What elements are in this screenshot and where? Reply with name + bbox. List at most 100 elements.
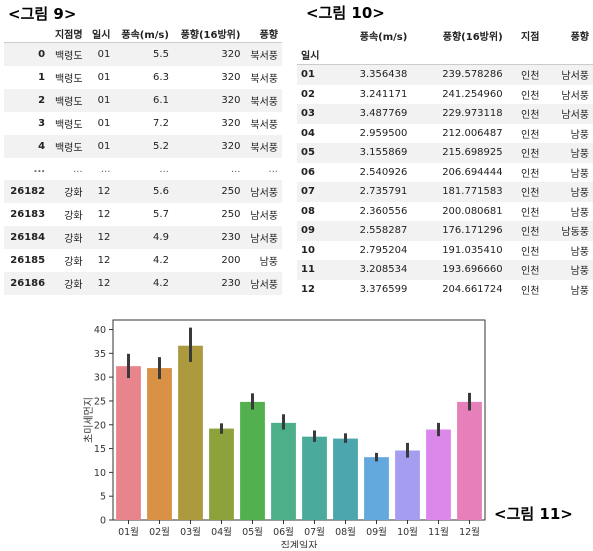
- table-cell: 백령도: [49, 89, 87, 112]
- column-header: 지점: [521, 31, 540, 43]
- table-cell: 남서풍: [244, 180, 282, 203]
- table-cell: 12: [86, 226, 115, 249]
- table-row: 26183 강화 12 5.7 250 남서풍: [4, 203, 282, 226]
- table-cell: 320: [172, 135, 245, 158]
- row-index-cell: 26185: [10, 255, 46, 266]
- figure-9-caption: <그림 9>: [8, 5, 77, 23]
- table-cell: 12: [86, 180, 115, 203]
- table-cell: 6.3: [153, 72, 169, 83]
- row-index-cell: 3: [38, 118, 46, 129]
- row-index-cell: ...: [33, 163, 46, 175]
- table-cell: 2.360556: [359, 205, 408, 217]
- table-cell: 01: [86, 89, 115, 112]
- table-cell: 인천: [506, 104, 544, 124]
- table-cell: 남풍: [570, 168, 589, 180]
- column-header: 일시: [86, 24, 115, 43]
- table-cell: 남서풍: [543, 64, 593, 85]
- y-tick-label: 20: [94, 420, 106, 431]
- y-axis-label: 초미세먼지: [83, 397, 95, 443]
- figure-10-caption: <그림 10>: [306, 4, 385, 22]
- row-index-cell: 03: [297, 104, 334, 124]
- bar: [364, 457, 389, 520]
- row-index-cell: 26183: [10, 209, 46, 220]
- table-cell: 강화: [49, 180, 87, 203]
- bar: [116, 366, 141, 520]
- table-cell: 2.735791: [333, 182, 412, 202]
- x-tick-label: 06월: [273, 526, 294, 538]
- row-index-cell: 4: [4, 135, 50, 158]
- table-cell: 320: [221, 72, 241, 83]
- x-axis-label: 집계일자: [281, 540, 318, 548]
- table-cell: 5.5: [114, 42, 173, 66]
- row-index-cell: 06: [301, 166, 315, 178]
- table-cell: 250: [221, 209, 241, 220]
- table-cell: 백령도: [54, 120, 83, 131]
- table-cell: 200.080681: [442, 205, 503, 217]
- x-tick-label: 03월: [180, 526, 201, 538]
- table-cell: 남풍: [543, 260, 593, 280]
- row-index-cell: 04: [301, 127, 315, 139]
- monthly-wind-table: 풍속(m/s) 풍향(16방위) 지점 풍향 일시 01 3.356438 239.578…: [297, 26, 593, 299]
- pm25-monthly-bar-chart: 0 5 10 15 20 25 30 35 40 01월 02월 03월 04월 05월 06월 07월 08월…: [83, 319, 486, 548]
- bar: [178, 345, 203, 520]
- x-tick-label: 10월: [397, 526, 418, 538]
- plot-frame: [112, 319, 486, 521]
- table-cell: 3.241171: [359, 88, 408, 100]
- table-cell: 인천: [521, 129, 540, 141]
- x-tick-label: 05월: [242, 526, 263, 538]
- y-tick-label: 40: [94, 325, 106, 336]
- table-cell: 2.540926: [359, 166, 408, 178]
- table-cell: 남서풍: [561, 90, 589, 102]
- table-cell: 193.696660: [411, 260, 507, 280]
- table-cell: 4.2: [153, 255, 169, 266]
- table-cell: ...: [230, 163, 241, 175]
- table-cell: 3.376599: [359, 283, 408, 295]
- column-header: 풍속(m/s): [114, 24, 173, 43]
- table-cell: 2.795204: [359, 244, 408, 256]
- table-cell: ...: [159, 163, 169, 175]
- table-row: 11 3.208534 193.696660 인천 남풍: [297, 260, 593, 280]
- table-cell: 3.208534: [333, 260, 412, 280]
- x-tick-label: 02월: [149, 526, 170, 538]
- table-cell: 230: [172, 272, 245, 295]
- table-cell: 191.035410: [442, 244, 503, 256]
- x-tick-label: 12월: [459, 526, 480, 538]
- column-header: 풍향: [244, 24, 282, 43]
- table-cell: 남풍: [543, 143, 593, 163]
- row-index-cell: 01: [297, 64, 334, 85]
- row-index-cell: 08: [301, 205, 315, 217]
- table-cell: 2.959500: [359, 127, 408, 139]
- table-row: 06 2.540926 206.694444 인천 남풍: [297, 163, 593, 183]
- table-cell: 181.771583: [411, 182, 507, 202]
- table-row: 08 2.360556 200.080681 인천 남풍: [297, 202, 593, 222]
- row-index-cell: 2: [4, 89, 50, 112]
- table-row: 3 백령도 01 7.2 320 북서풍: [4, 112, 282, 135]
- row-index-cell: 0: [4, 42, 50, 66]
- table-cell: 백령도: [49, 135, 87, 158]
- table-cell: 인천: [506, 143, 544, 163]
- column-header: 풍향(16방위): [172, 24, 245, 43]
- table-row: ..................: [4, 158, 282, 180]
- table-cell: 5.2: [114, 135, 173, 158]
- table-cell: 남서풍: [244, 272, 282, 295]
- column-header: [297, 26, 334, 44]
- table-cell: 북서풍: [250, 74, 278, 85]
- table-cell: 6.1: [114, 89, 173, 112]
- index-name-row: 일시: [297, 44, 593, 65]
- table-row: 26182 강화 12 5.6 250 남서풍: [4, 180, 282, 203]
- table-cell: 인천: [506, 221, 544, 241]
- y-tick-label: 35: [94, 349, 106, 360]
- bar: [395, 450, 420, 520]
- table-cell: 강화: [49, 272, 87, 295]
- table-cell: 5.7: [153, 209, 169, 220]
- table-cell: 남서풍: [543, 104, 593, 124]
- table-cell: 북서풍: [244, 89, 282, 112]
- y-tick-label: 30: [94, 373, 106, 384]
- table-cell: 남풍: [543, 182, 593, 202]
- index-name-cell: 일시: [297, 44, 334, 65]
- table-cell: 3.356438: [333, 64, 412, 85]
- table-row: 26185 강화 12 4.2 200 남풍: [4, 249, 282, 272]
- table-cell: 3.487769: [333, 104, 412, 124]
- table-cell: 320: [221, 118, 241, 129]
- table-cell: 남풍: [570, 285, 589, 297]
